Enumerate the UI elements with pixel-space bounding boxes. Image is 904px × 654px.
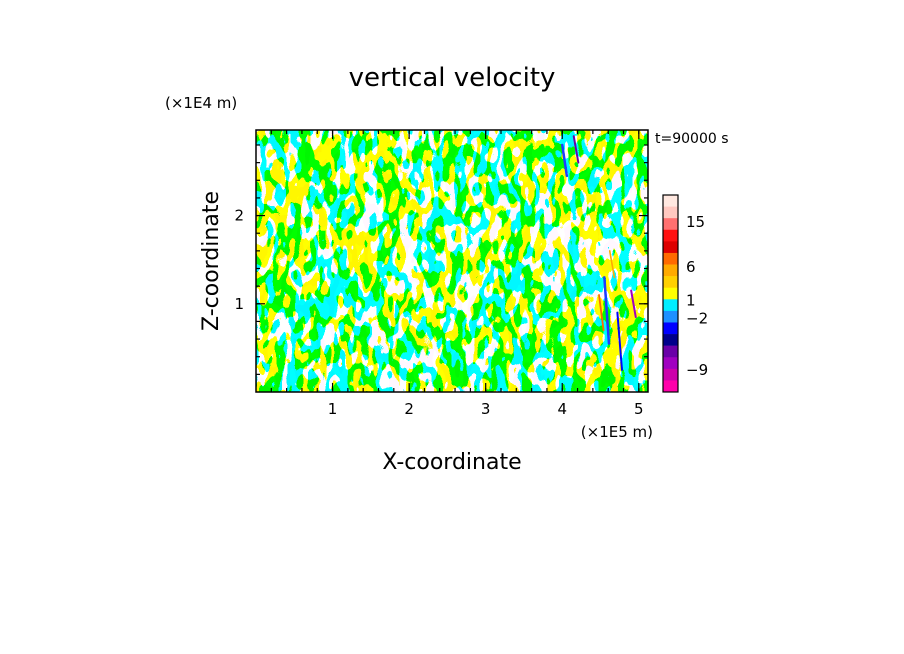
- x-tick-labels: 1 2 3 4 5: [328, 400, 644, 418]
- colorbar-cell: [663, 310, 678, 323]
- colorbar-cell: [663, 218, 678, 231]
- colorbar-label: −9: [686, 361, 708, 379]
- intense-streak: [630, 289, 637, 319]
- heatmap-field: [256, 130, 648, 392]
- colorbar-label: 15: [686, 213, 705, 231]
- time-label: t=90000 s: [655, 131, 729, 147]
- colorbar-labels: 15 6 1−2 −9: [686, 213, 708, 379]
- extreme-streaks: [561, 135, 637, 371]
- colorbar-cell: [663, 368, 678, 381]
- colorbar-cell: [663, 206, 678, 219]
- intense-streak: [616, 311, 623, 371]
- colorbar-cell: [663, 264, 678, 277]
- y-axis-label: Z-coordinate: [199, 191, 224, 331]
- colorbar: [662, 194, 679, 393]
- x-axis-label: X-coordinate: [382, 450, 521, 475]
- colorbar-cell: [663, 241, 678, 254]
- axis-ticks: [256, 130, 648, 392]
- colorbar-cell: [663, 357, 678, 370]
- colorbar-cell: [663, 252, 678, 265]
- colorbar-label: 1: [686, 291, 696, 309]
- y-tick-labels: 12: [234, 207, 244, 313]
- intense-streak: [608, 250, 616, 279]
- colorbar-cell: [663, 276, 678, 289]
- heatmap-base: [256, 130, 648, 392]
- x-tick-label: 1: [328, 400, 338, 418]
- plot-frame: [255, 129, 649, 393]
- x-axis-unit: (×1E5 m): [581, 423, 653, 441]
- x-tick-label: 2: [404, 400, 414, 418]
- x-tick-label: 3: [481, 400, 491, 418]
- colorbar-cell: [663, 345, 678, 358]
- colorbar-cell: [663, 229, 678, 242]
- colorbar-cell: [663, 287, 678, 300]
- colorbar-frame: [662, 194, 679, 393]
- intense-streak: [603, 276, 611, 345]
- colorbar-cell: [663, 334, 678, 346]
- colorbar-label: −2: [686, 309, 708, 327]
- y-tick-label: 1: [234, 295, 244, 313]
- colorbar-cell: [663, 380, 678, 393]
- y-tick-label: 2: [234, 207, 244, 225]
- x-tick-label: 4: [557, 400, 567, 418]
- colorbar-cell: [663, 299, 678, 312]
- intense-streak: [598, 294, 605, 332]
- y-axis-unit: (×1E4 m): [165, 94, 237, 112]
- colorbar-cell: [663, 322, 678, 335]
- colorbar-label: 6: [686, 258, 696, 276]
- intense-streak: [572, 135, 580, 164]
- chart-title: vertical velocity: [349, 63, 556, 93]
- intense-streak: [561, 143, 569, 178]
- colorbar-cell: [663, 195, 678, 207]
- x-tick-label: 5: [634, 400, 644, 418]
